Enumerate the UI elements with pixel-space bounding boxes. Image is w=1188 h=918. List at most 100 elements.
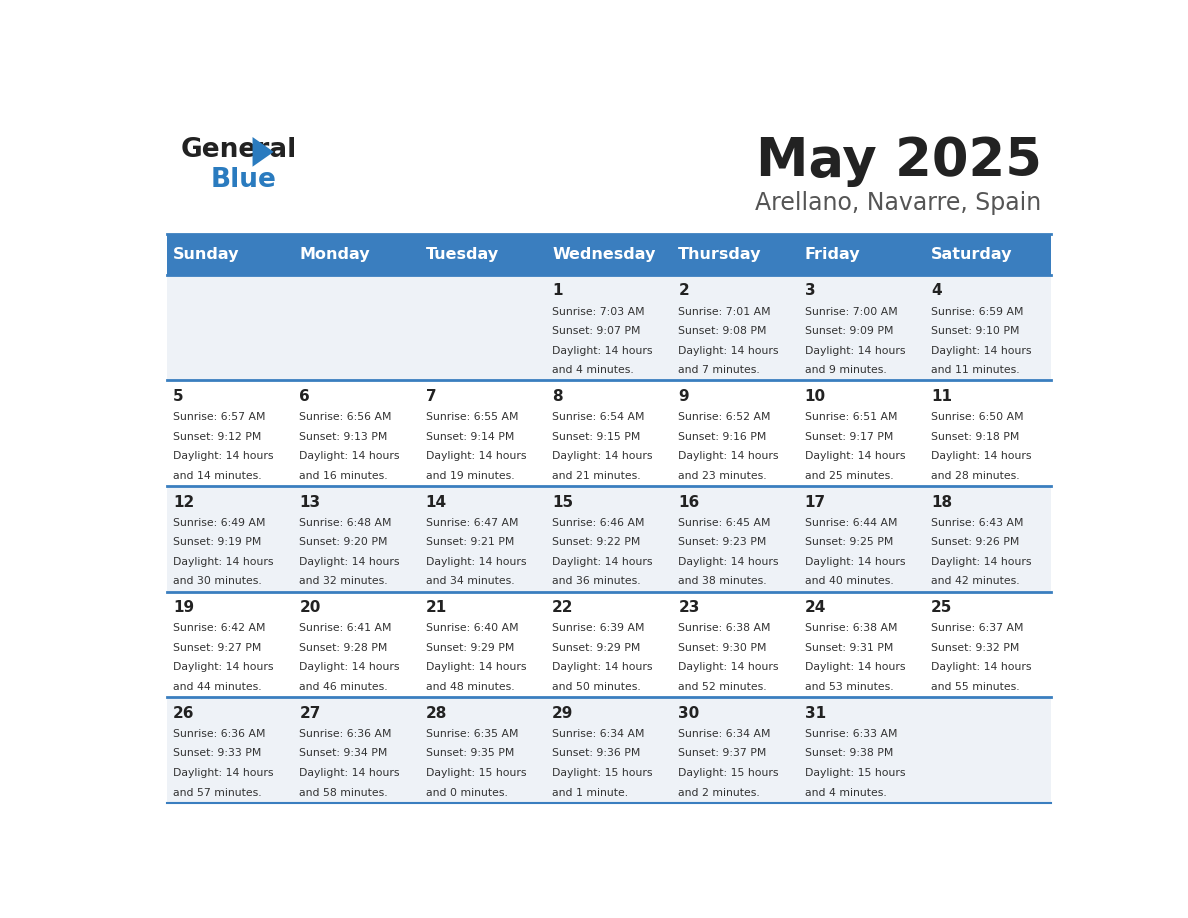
Text: 2: 2 xyxy=(678,284,689,298)
Text: and 53 minutes.: and 53 minutes. xyxy=(804,682,893,692)
Text: Daylight: 14 hours: Daylight: 14 hours xyxy=(299,452,400,461)
Text: Daylight: 14 hours: Daylight: 14 hours xyxy=(425,663,526,672)
Bar xyxy=(166,380,293,486)
Text: and 58 minutes.: and 58 minutes. xyxy=(299,788,388,798)
Text: General: General xyxy=(181,137,297,163)
Bar xyxy=(545,234,672,274)
Text: 1: 1 xyxy=(552,284,563,298)
Text: Daylight: 14 hours: Daylight: 14 hours xyxy=(173,663,273,672)
Bar xyxy=(798,486,924,592)
Text: 29: 29 xyxy=(552,706,574,721)
Text: 10: 10 xyxy=(804,389,826,404)
Bar xyxy=(293,380,419,486)
Bar xyxy=(293,486,419,592)
Text: and 4 minutes.: and 4 minutes. xyxy=(804,788,886,798)
Text: Daylight: 14 hours: Daylight: 14 hours xyxy=(804,557,905,566)
Bar xyxy=(798,592,924,698)
Text: Sunrise: 6:38 AM: Sunrise: 6:38 AM xyxy=(804,623,897,633)
Bar xyxy=(924,274,1051,380)
Text: and 16 minutes.: and 16 minutes. xyxy=(299,471,388,481)
Bar xyxy=(545,274,672,380)
Text: Sunset: 9:32 PM: Sunset: 9:32 PM xyxy=(931,643,1019,653)
Text: 16: 16 xyxy=(678,495,700,509)
Bar xyxy=(672,698,798,803)
Text: Sunrise: 6:38 AM: Sunrise: 6:38 AM xyxy=(678,623,771,633)
Text: 11: 11 xyxy=(931,389,952,404)
Text: and 50 minutes.: and 50 minutes. xyxy=(552,682,640,692)
Text: Sunset: 9:25 PM: Sunset: 9:25 PM xyxy=(804,537,893,547)
Text: Sunset: 9:30 PM: Sunset: 9:30 PM xyxy=(678,643,766,653)
Text: 30: 30 xyxy=(678,706,700,721)
Text: and 21 minutes.: and 21 minutes. xyxy=(552,471,640,481)
Text: 3: 3 xyxy=(804,284,815,298)
Text: and 32 minutes.: and 32 minutes. xyxy=(299,577,388,587)
Text: Wednesday: Wednesday xyxy=(552,247,656,262)
Bar xyxy=(166,592,293,698)
Bar xyxy=(545,592,672,698)
Text: and 48 minutes.: and 48 minutes. xyxy=(425,682,514,692)
Bar xyxy=(545,698,672,803)
Bar xyxy=(545,486,672,592)
Text: Sunset: 9:38 PM: Sunset: 9:38 PM xyxy=(804,748,893,758)
Text: and 44 minutes.: and 44 minutes. xyxy=(173,682,261,692)
Text: Sunrise: 6:43 AM: Sunrise: 6:43 AM xyxy=(931,518,1023,528)
Text: and 57 minutes.: and 57 minutes. xyxy=(173,788,261,798)
Text: and 46 minutes.: and 46 minutes. xyxy=(299,682,388,692)
Text: 5: 5 xyxy=(173,389,184,404)
Text: Sunrise: 6:34 AM: Sunrise: 6:34 AM xyxy=(678,729,771,739)
Bar xyxy=(672,592,798,698)
Text: Sunset: 9:17 PM: Sunset: 9:17 PM xyxy=(804,431,893,442)
Bar xyxy=(672,486,798,592)
Text: 7: 7 xyxy=(425,389,436,404)
Text: Sunset: 9:34 PM: Sunset: 9:34 PM xyxy=(299,748,387,758)
Bar xyxy=(419,274,545,380)
Text: Sunrise: 6:44 AM: Sunrise: 6:44 AM xyxy=(804,518,897,528)
Text: 6: 6 xyxy=(299,389,310,404)
Text: Sunrise: 6:37 AM: Sunrise: 6:37 AM xyxy=(931,623,1023,633)
Text: Sunrise: 6:47 AM: Sunrise: 6:47 AM xyxy=(425,518,518,528)
Text: Daylight: 14 hours: Daylight: 14 hours xyxy=(931,663,1031,672)
Bar xyxy=(798,698,924,803)
Bar xyxy=(924,698,1051,803)
Text: Daylight: 14 hours: Daylight: 14 hours xyxy=(173,452,273,461)
Text: Sunset: 9:09 PM: Sunset: 9:09 PM xyxy=(804,326,893,336)
Bar xyxy=(293,592,419,698)
Text: 18: 18 xyxy=(931,495,952,509)
Text: Sunrise: 7:00 AM: Sunrise: 7:00 AM xyxy=(804,307,897,317)
Text: Daylight: 14 hours: Daylight: 14 hours xyxy=(552,345,652,355)
Text: Daylight: 15 hours: Daylight: 15 hours xyxy=(552,768,652,778)
Text: Daylight: 15 hours: Daylight: 15 hours xyxy=(678,768,779,778)
Text: Sunset: 9:23 PM: Sunset: 9:23 PM xyxy=(678,537,766,547)
Text: Daylight: 14 hours: Daylight: 14 hours xyxy=(931,345,1031,355)
Bar xyxy=(672,234,798,274)
Text: Friday: Friday xyxy=(804,247,860,262)
Text: Sunrise: 6:49 AM: Sunrise: 6:49 AM xyxy=(173,518,266,528)
Text: Arellano, Navarre, Spain: Arellano, Navarre, Spain xyxy=(756,192,1042,216)
Bar xyxy=(166,486,293,592)
Text: Sunrise: 6:40 AM: Sunrise: 6:40 AM xyxy=(425,623,518,633)
Bar xyxy=(798,380,924,486)
Text: 12: 12 xyxy=(173,495,195,509)
Bar xyxy=(419,592,545,698)
Text: Sunset: 9:08 PM: Sunset: 9:08 PM xyxy=(678,326,766,336)
Text: and 2 minutes.: and 2 minutes. xyxy=(678,788,760,798)
Text: Sunset: 9:16 PM: Sunset: 9:16 PM xyxy=(678,431,766,442)
Text: and 36 minutes.: and 36 minutes. xyxy=(552,577,640,587)
Text: Daylight: 14 hours: Daylight: 14 hours xyxy=(299,557,400,566)
Bar xyxy=(924,380,1051,486)
Text: Sunset: 9:14 PM: Sunset: 9:14 PM xyxy=(425,431,514,442)
Text: and 25 minutes.: and 25 minutes. xyxy=(804,471,893,481)
Text: and 34 minutes.: and 34 minutes. xyxy=(425,577,514,587)
Bar xyxy=(672,274,798,380)
Text: Daylight: 14 hours: Daylight: 14 hours xyxy=(425,557,526,566)
Text: 19: 19 xyxy=(173,600,195,615)
Text: Sunrise: 6:48 AM: Sunrise: 6:48 AM xyxy=(299,518,392,528)
Text: Sunrise: 6:35 AM: Sunrise: 6:35 AM xyxy=(425,729,518,739)
Text: Sunset: 9:35 PM: Sunset: 9:35 PM xyxy=(425,748,514,758)
Text: Sunrise: 6:34 AM: Sunrise: 6:34 AM xyxy=(552,729,645,739)
Text: Daylight: 14 hours: Daylight: 14 hours xyxy=(173,557,273,566)
Text: Sunset: 9:13 PM: Sunset: 9:13 PM xyxy=(299,431,387,442)
Bar xyxy=(798,234,924,274)
Text: Sunrise: 6:36 AM: Sunrise: 6:36 AM xyxy=(299,729,392,739)
Text: Daylight: 14 hours: Daylight: 14 hours xyxy=(678,663,779,672)
